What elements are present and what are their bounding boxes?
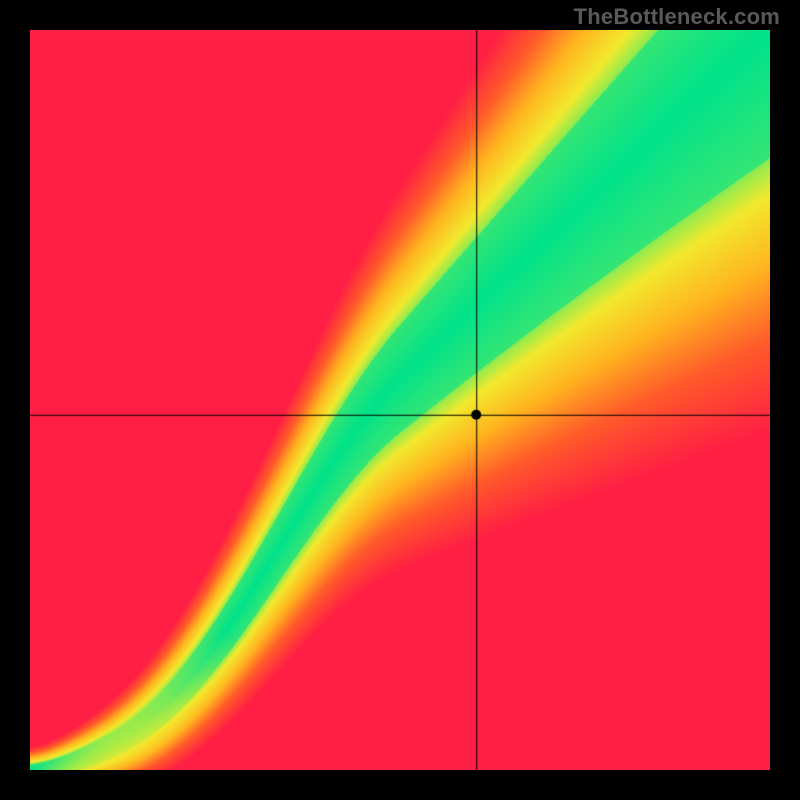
chart-container: TheBottleneck.com bbox=[0, 0, 800, 800]
heatmap-canvas bbox=[30, 30, 770, 770]
watermark-label: TheBottleneck.com bbox=[574, 4, 780, 30]
plot-area bbox=[30, 30, 770, 770]
